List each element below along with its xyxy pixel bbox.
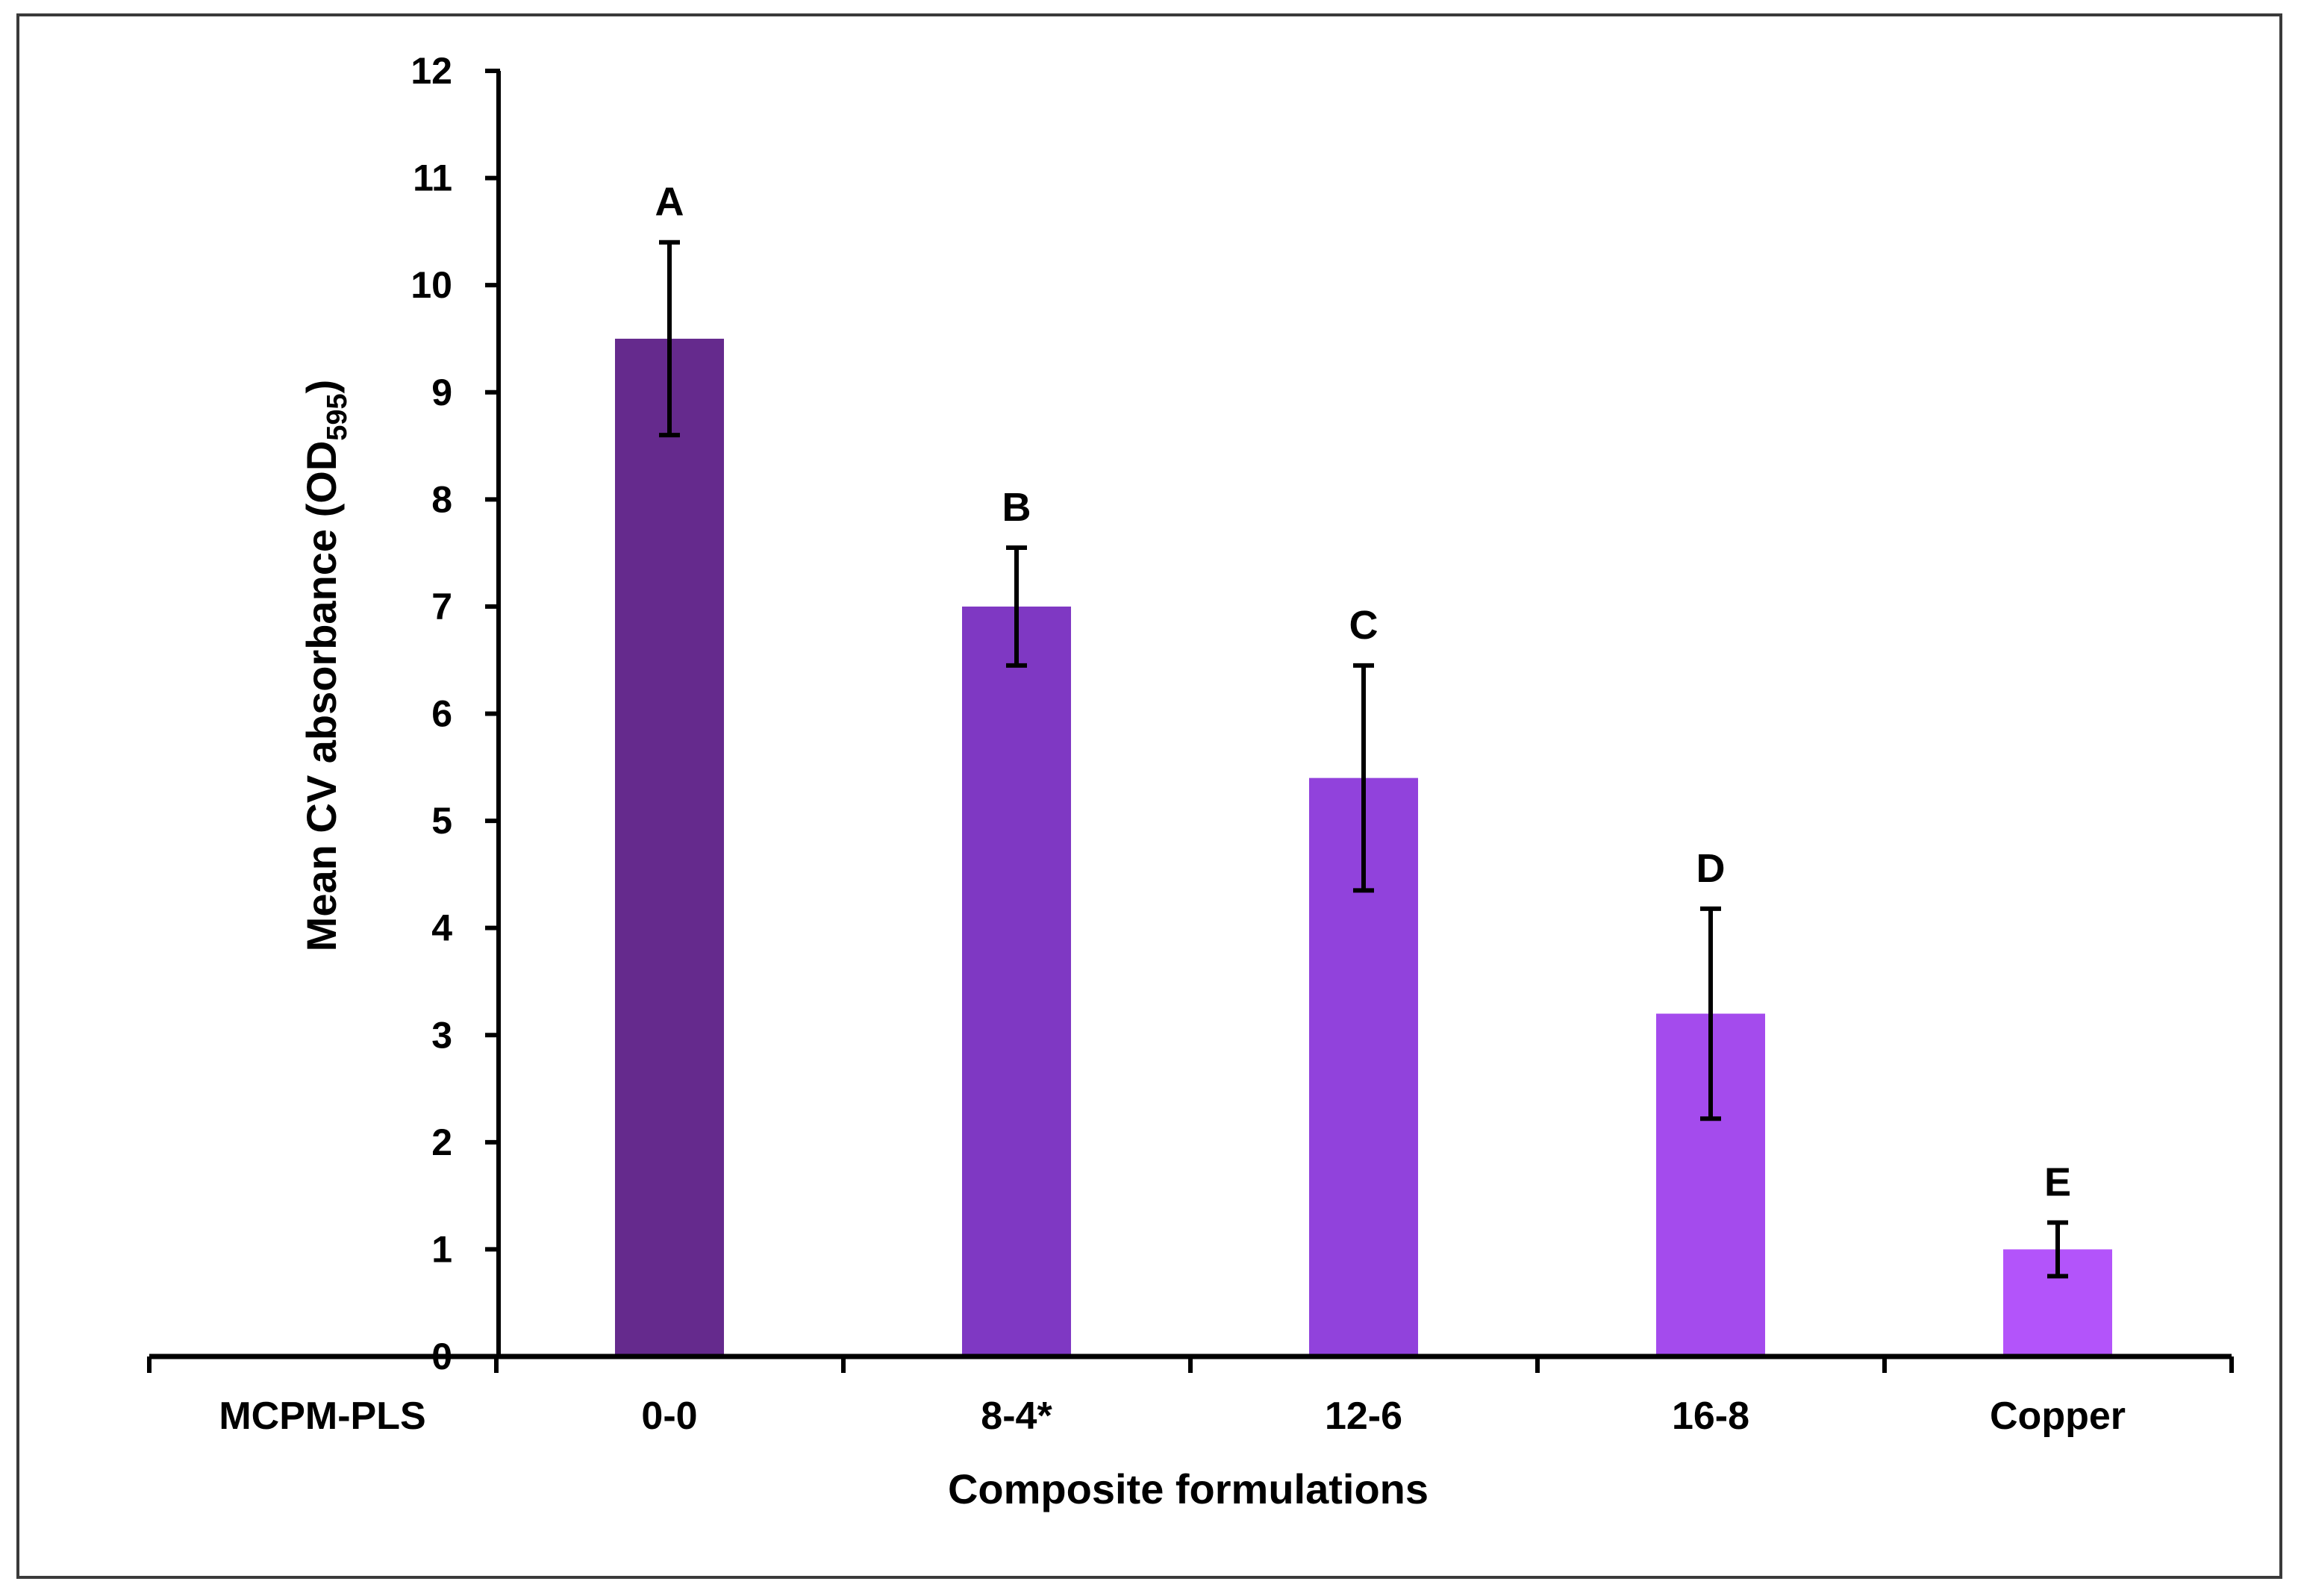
y-axis-title-subscript: 595: [322, 393, 353, 440]
error-bar: [2047, 1220, 2068, 1279]
category-label: 0-0: [641, 1395, 697, 1438]
error-bar: [659, 240, 680, 438]
x-axis-title: Composite formulations: [948, 1465, 1429, 1512]
bar-0-0: [615, 338, 724, 1356]
y-tick-label: 6: [431, 693, 452, 735]
category-label: MCPM-PLS: [219, 1395, 425, 1438]
y-tick-label: 7: [431, 586, 452, 628]
y-axis-title-close: ): [298, 380, 345, 394]
y-axis-title: Mean CV absorbance (OD595): [298, 380, 353, 952]
y-tick-label: 10: [410, 264, 452, 306]
significance-letter: E: [2044, 1160, 2071, 1205]
y-tick-label: 1: [431, 1228, 452, 1270]
y-tick-label: 8: [431, 478, 452, 520]
y-tick-label: 0: [431, 1336, 452, 1377]
y-tick-label: 4: [431, 907, 452, 949]
category-label: 12-6: [1325, 1395, 1402, 1438]
significance-letter: A: [655, 180, 684, 225]
significance-letter: D: [1696, 846, 1726, 891]
y-tick-label: 2: [431, 1121, 452, 1163]
bars-layer: [615, 338, 2112, 1356]
category-label: 16-8: [1672, 1395, 1749, 1438]
category-label: Copper: [1990, 1395, 2126, 1438]
error-bars-layer: [659, 240, 2068, 1279]
labels-layer: MCPM-PLSA0-0B8-4*C12-6D16-8ECopper012345…: [219, 50, 2126, 1438]
y-tick-label: 9: [431, 372, 452, 413]
y-tick-label: 5: [431, 800, 452, 842]
category-label: 8-4*: [981, 1395, 1052, 1438]
error-bar: [1353, 663, 1374, 893]
y-tick-label: 11: [413, 157, 452, 199]
error-bar: [1006, 545, 1027, 668]
error-bar: [1700, 906, 1721, 1121]
significance-letter: C: [1349, 603, 1379, 648]
bar-8-4-: [962, 606, 1071, 1356]
significance-letter: B: [1002, 485, 1031, 530]
y-tick-label: 12: [410, 50, 452, 92]
axes-layer: [147, 69, 2234, 1373]
chart-frame: [16, 13, 2282, 1579]
y-axis-title-main: Mean CV absorbance (OD: [298, 441, 345, 952]
y-tick-label: 3: [431, 1014, 452, 1056]
